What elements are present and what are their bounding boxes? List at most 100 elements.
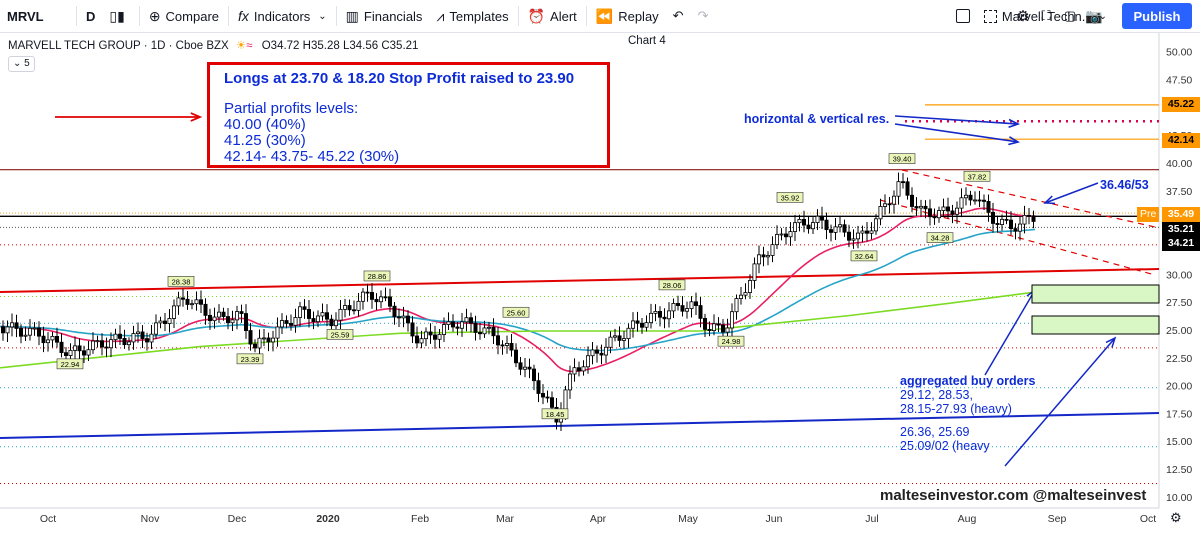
templates-icon: ⩘	[436, 7, 445, 24]
gear-icon[interactable]: ⚙	[1016, 8, 1030, 25]
candle-body	[694, 301, 699, 306]
square-icon[interactable]: ▢	[1063, 8, 1077, 23]
redo-button[interactable]: ↷	[691, 0, 716, 32]
templates-button[interactable]: ⩘ Templates	[429, 0, 515, 32]
chevron-down-icon: ⌄	[13, 58, 22, 69]
candle-body	[302, 306, 307, 310]
price-tick: 30.00	[1166, 269, 1192, 281]
candle-body	[374, 298, 379, 303]
price-label-text: 25.60	[507, 308, 526, 317]
candle-body	[234, 311, 239, 321]
price-label-box	[236, 353, 264, 365]
candle-body	[847, 231, 852, 241]
layout-name-button[interactable]: Marvell Techn... ⌄	[977, 0, 1114, 32]
candle-body	[82, 350, 87, 356]
fullscreen-icon[interactable]: ⛶	[1041, 8, 1051, 23]
candle-body	[320, 312, 325, 317]
candle-body	[149, 333, 154, 343]
candle-body	[640, 322, 645, 328]
candle-body	[901, 181, 906, 184]
candle-body	[869, 230, 874, 234]
trade-note-box: Longs at 23.70 & 18.20 Stop Profit raise…	[207, 62, 610, 168]
time-tick: Feb	[411, 513, 429, 525]
interval-button[interactable]: D	[86, 8, 96, 24]
price-label-text: 37.82	[968, 172, 987, 181]
candle-body	[225, 316, 230, 324]
candle-body	[689, 301, 694, 310]
candle-body	[176, 297, 181, 307]
candle-body	[536, 380, 541, 394]
compare-button[interactable]: ⊕ Compare	[142, 0, 226, 32]
price-label-text: 39.40	[893, 155, 912, 164]
layout-square-button[interactable]	[949, 0, 977, 32]
financials-button[interactable]: ▥ Financials	[339, 0, 430, 32]
time-tick: May	[678, 513, 699, 525]
candle-body	[626, 327, 631, 340]
candle-body	[644, 322, 649, 328]
camera-icon[interactable]: 📷	[1085, 7, 1103, 24]
alert-button[interactable]: ⏰ Alert	[521, 0, 584, 32]
indicators-label: Indicators	[253, 8, 311, 24]
publish-button[interactable]: Publish	[1122, 3, 1192, 29]
candle-body	[991, 211, 996, 224]
candle-body	[590, 349, 595, 357]
channel-arrow	[1044, 182, 1099, 204]
time-tick: Sep	[1048, 513, 1067, 525]
candle-body	[284, 320, 289, 324]
candle-body	[122, 338, 127, 346]
candle-body	[230, 319, 235, 324]
time-tick: Jun	[766, 513, 783, 525]
trade-note-line1: Longs at 23.70 & 18.20 Stop Profit raise…	[224, 70, 575, 87]
candle-body	[297, 306, 302, 318]
toolbar-divider	[138, 6, 140, 26]
time-tick: Dec	[228, 513, 247, 525]
price-label-text: 32.64	[855, 252, 874, 261]
candle-body	[743, 292, 748, 296]
candle-body	[811, 222, 816, 230]
undo-button[interactable]: ↶	[666, 0, 691, 32]
indicator-count-pill[interactable]: ⌄ 5	[8, 56, 35, 72]
candle-body	[725, 327, 730, 333]
candle-body	[396, 316, 401, 319]
candle-body	[595, 349, 600, 354]
buy-note-line1: aggregated buy orders	[900, 374, 1036, 388]
candle-body	[266, 337, 271, 343]
candle-body	[649, 312, 654, 324]
time-tick: Nov	[141, 513, 160, 525]
candle-body	[261, 337, 266, 340]
price-label-box	[776, 192, 804, 203]
buy-zone-arrow-lower	[1004, 337, 1116, 467]
trade-note-line5: 42.14- 43.75- 45.22 (30%)	[224, 148, 400, 165]
candle-body	[874, 218, 879, 232]
candle-body	[153, 322, 158, 335]
level-low-tag: 34.21	[1162, 236, 1200, 251]
candle-body	[581, 366, 586, 372]
candle-body	[131, 333, 136, 343]
price-tick: 20.00	[1166, 381, 1192, 393]
premarket-value: 35.49	[1167, 208, 1195, 220]
candle-body	[252, 343, 257, 349]
price-label-text: 28.86	[368, 272, 387, 281]
price-tick: 22.50	[1166, 353, 1192, 365]
indicators-button[interactable]: fx Indicators ⌄	[231, 0, 334, 32]
candle-body	[351, 309, 356, 312]
candle-body	[968, 194, 973, 201]
candle-body	[158, 320, 163, 324]
candle-body	[356, 300, 361, 311]
candle-body	[563, 389, 568, 411]
candle-body	[518, 362, 523, 370]
chart-type-button[interactable]: ▯▮	[102, 0, 136, 32]
candle-body	[248, 330, 253, 345]
replay-button[interactable]: ⏪ Replay	[589, 0, 666, 32]
candle-body	[140, 331, 145, 340]
symbol-search[interactable]: MRVL	[7, 8, 44, 24]
zoom-reset-icon[interactable]: ⚙	[1170, 510, 1182, 525]
candle-body	[1009, 219, 1014, 230]
candle-body	[419, 338, 424, 344]
price-label-text: 35.92	[781, 193, 800, 202]
candle-body	[919, 205, 924, 209]
candle-body	[937, 210, 942, 219]
candle-body	[347, 305, 352, 311]
candle-body	[734, 298, 739, 313]
layout-name-label: Marvell Techn...	[1001, 8, 1093, 24]
